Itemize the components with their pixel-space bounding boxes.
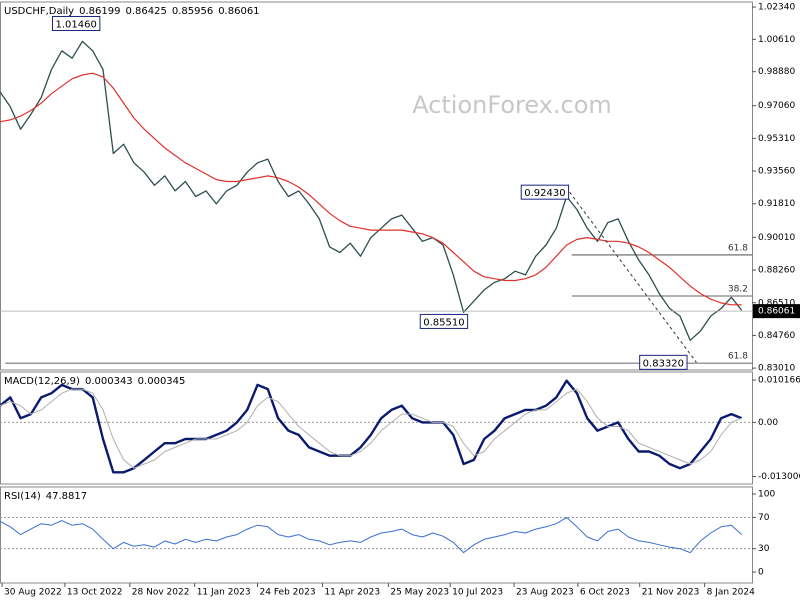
x-tick-label: 24 Feb 2023 bbox=[260, 588, 316, 598]
panel-title: USDCHF,Daily bbox=[4, 6, 74, 17]
y-tick-label: 0.88260 bbox=[758, 266, 795, 276]
panel-reading: 0.000345 bbox=[138, 376, 186, 387]
y-tick-label: 1.00610 bbox=[758, 35, 795, 45]
x-tick-label: 10 Jul 2023 bbox=[452, 588, 503, 598]
panel-header: MACD(12,26,9) 0.000343 0.000345 bbox=[4, 376, 185, 387]
x-tick-label: 21 Nov 2023 bbox=[642, 588, 700, 598]
fib-label: 61.8 bbox=[728, 243, 748, 253]
panel-reading: 0.000343 bbox=[85, 376, 133, 387]
panel-title: MACD(12,26,9) bbox=[4, 376, 80, 387]
y-tick-label: 0.86510 bbox=[758, 298, 795, 308]
panel-reading: 47.8817 bbox=[46, 491, 87, 502]
x-tick-label: 25 May 2023 bbox=[390, 588, 449, 598]
y-tick-label: 70 bbox=[758, 513, 770, 523]
swing-box bbox=[419, 313, 469, 329]
panel-reading: 0.85956 bbox=[172, 6, 213, 17]
swing-annotation: 0.83320 bbox=[639, 354, 688, 370]
series-line bbox=[0, 388, 742, 469]
panel-reading: 0.86061 bbox=[218, 6, 259, 17]
x-tick-label: 6 Oct 2023 bbox=[580, 588, 630, 598]
series-line bbox=[0, 516, 743, 554]
series-line bbox=[0, 72, 742, 306]
x-tick-label: 8 Jan 2024 bbox=[707, 588, 755, 598]
y-tick-label: 0.93560 bbox=[758, 167, 795, 177]
x-tick-label: 28 Nov 2022 bbox=[132, 588, 190, 598]
y-tick-label: 0.83010 bbox=[758, 364, 795, 374]
current-price-label: 0.86061 bbox=[758, 307, 795, 317]
fib-label: 38.2 bbox=[728, 285, 748, 295]
panel-header: USDCHF,Daily 0.86199 0.86425 0.85956 0.86061 bbox=[4, 6, 260, 17]
panel-frame bbox=[0, 1, 753, 371]
swing-label: 0.92430 bbox=[524, 188, 565, 199]
y-tick-label: 0.84760 bbox=[758, 331, 795, 341]
y-tick-label: 0.90010 bbox=[758, 233, 795, 243]
panel-title: RSI(14) bbox=[4, 491, 41, 502]
y-tick-label: -0.013006 bbox=[758, 472, 800, 482]
trendline bbox=[569, 191, 697, 363]
swing-label: 1.01460 bbox=[56, 19, 97, 30]
current-price-box bbox=[753, 304, 800, 319]
swing-box bbox=[639, 354, 688, 370]
y-tick-label: 0.97060 bbox=[758, 101, 795, 111]
swing-box bbox=[520, 184, 570, 200]
watermark: ActionForex.com bbox=[412, 91, 612, 119]
panel-frame bbox=[0, 486, 753, 584]
y-tick-label: 0.010166 bbox=[758, 376, 800, 386]
x-tick-label: 11 Apr 2023 bbox=[324, 588, 380, 598]
panel-reading: 0.86425 bbox=[125, 6, 166, 17]
series-line bbox=[0, 379, 743, 474]
panel-frame bbox=[0, 371, 753, 485]
swing-annotation: 0.92430 bbox=[520, 184, 570, 200]
x-tick-label: 23 Aug 2023 bbox=[516, 588, 574, 598]
y-tick-label: 0.95310 bbox=[758, 134, 795, 144]
x-tick-label: 30 Aug 2022 bbox=[4, 588, 62, 598]
y-tick-label: 1.02340 bbox=[758, 3, 795, 13]
y-tick-label: 30 bbox=[758, 544, 770, 554]
panel-reading: 0.86199 bbox=[79, 6, 120, 17]
fib-label: 61.8 bbox=[728, 352, 748, 362]
series-line bbox=[0, 40, 743, 341]
swing-box bbox=[52, 15, 101, 31]
x-tick-label: 13 Oct 2022 bbox=[67, 588, 123, 598]
y-tick-label: 0.98880 bbox=[758, 67, 795, 77]
swing-label: 0.83320 bbox=[643, 358, 684, 369]
y-tick-label: 0 bbox=[758, 568, 764, 578]
panel-header: RSI(14) 47.8817 bbox=[4, 491, 87, 502]
swing-annotation: 0.85510 bbox=[419, 313, 469, 329]
y-tick-label: 100 bbox=[758, 490, 775, 500]
swing-annotation: 1.01460 bbox=[52, 15, 101, 31]
x-tick-label: 11 Jan 2023 bbox=[197, 588, 251, 598]
y-tick-label: 0.00 bbox=[758, 418, 778, 428]
y-tick-label: 0.91810 bbox=[758, 199, 795, 209]
swing-label: 0.85510 bbox=[423, 317, 464, 328]
